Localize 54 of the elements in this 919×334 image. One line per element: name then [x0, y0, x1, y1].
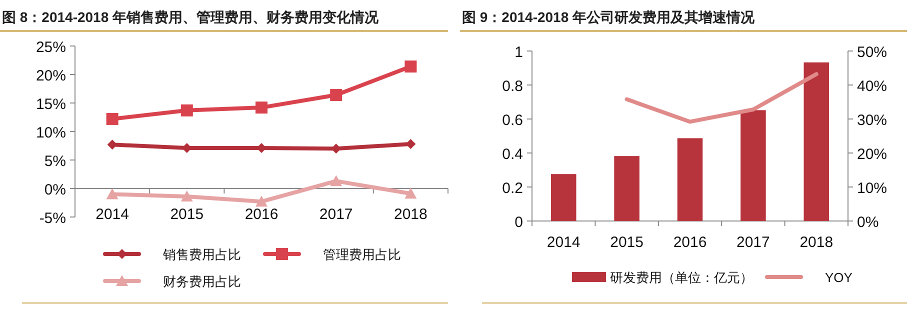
legend-label: YOY — [825, 270, 853, 285]
x-tick-label: 2017 — [319, 206, 353, 223]
bar — [550, 174, 576, 221]
chart-title: 图 9：2014-2018 年公司研发费用及其增速情况 — [462, 9, 756, 25]
y-tick-label: 0.4 — [502, 146, 523, 163]
point — [330, 89, 342, 102]
point — [330, 175, 342, 186]
x-tick-label: 2016 — [244, 206, 278, 223]
y2-tick-label: 0% — [857, 214, 879, 231]
y-tick-label: 1 — [514, 44, 523, 61]
y-tick-label: 5% — [44, 153, 66, 170]
point — [180, 190, 193, 202]
bar — [740, 110, 766, 221]
point — [256, 102, 268, 114]
y-tick-label: 0.2 — [502, 180, 523, 197]
y-tick-label: 25% — [36, 39, 66, 56]
y-tick-label: 0.8 — [502, 78, 523, 95]
y-tick-label: 20% — [36, 68, 66, 84]
y-tick-label: 10% — [36, 124, 66, 142]
legend-label: 销售费用占比 — [162, 247, 241, 262]
x-tick-label: 2018 — [394, 206, 428, 223]
chart-title: 图 8：2014-2018 年销售费用、管理费用、财务费用变化情况 — [2, 9, 380, 25]
bar — [614, 156, 640, 221]
y2-tick-label: 10% — [857, 180, 888, 197]
x-tick-label: 2016 — [673, 234, 707, 251]
legend-label: 管理费用占比 — [323, 247, 401, 262]
point — [404, 188, 417, 199]
y-tick-label: -5% — [39, 210, 66, 227]
y-tick-label: 15% — [36, 96, 66, 113]
x-tick-label: 2017 — [736, 234, 770, 251]
y-tick-label: 0.6 — [502, 112, 523, 129]
legend-label: 财务费用占比 — [163, 274, 241, 289]
point — [406, 139, 416, 150]
bar — [677, 138, 703, 221]
y2-tick-label: 40% — [857, 78, 888, 95]
bar — [804, 62, 830, 221]
y2-tick-label: 50% — [857, 44, 888, 61]
x-tick-label: 2018 — [800, 234, 834, 251]
point — [106, 188, 118, 200]
legend-label: 研发费用（单位：亿元） — [610, 270, 753, 285]
y2-tick-label: 20% — [857, 146, 888, 163]
y2-tick-label: 30% — [857, 112, 888, 129]
line-series — [624, 72, 818, 124]
x-tick-label: 2015 — [170, 206, 204, 223]
x-tick-label: 2014 — [546, 234, 580, 251]
x-tick-label: 2015 — [610, 234, 644, 251]
point — [404, 60, 417, 73]
point — [106, 112, 118, 125]
point — [107, 140, 118, 150]
y-tick-label: 0 — [514, 214, 523, 231]
y-tick-label: 0% — [44, 182, 66, 198]
point — [256, 196, 268, 207]
x-tick-label: 2014 — [96, 206, 129, 223]
point — [180, 104, 193, 116]
